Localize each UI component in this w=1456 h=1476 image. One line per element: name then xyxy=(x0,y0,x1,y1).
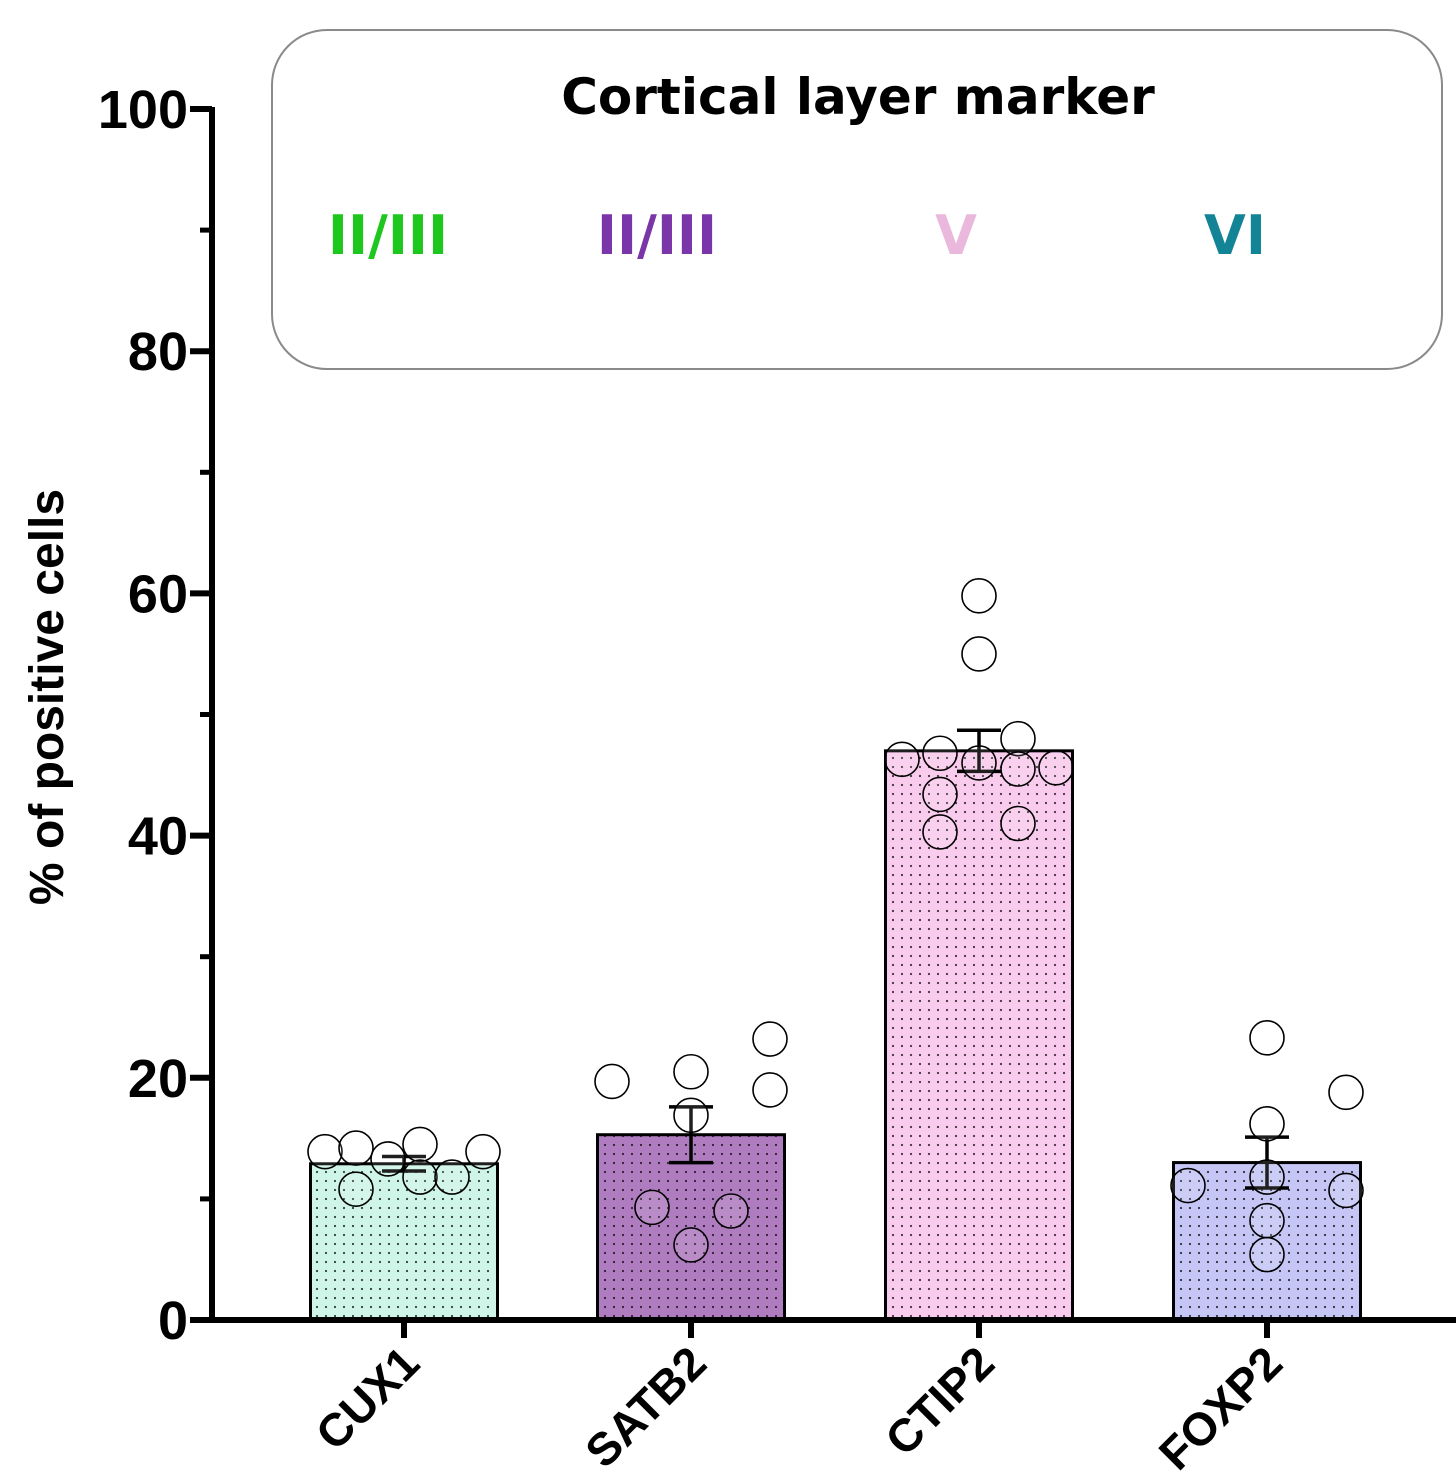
legend-entry-1: II/III xyxy=(328,204,448,267)
legend: Cortical layer marker II/III II/III V VI xyxy=(271,29,1443,370)
bars-group xyxy=(309,749,1362,1322)
data-point xyxy=(961,578,997,614)
data-point xyxy=(434,1159,470,1195)
data-point xyxy=(307,1133,343,1170)
y-tick-label: 20 xyxy=(128,1049,188,1109)
bar-pattern-ctip2 xyxy=(884,749,1074,1322)
data-point xyxy=(1328,1074,1364,1111)
data-point xyxy=(673,1097,709,1134)
data-point xyxy=(1000,805,1036,842)
data-point xyxy=(673,1227,709,1263)
data-point xyxy=(752,1072,788,1108)
y-axis-label: % of positive cells xyxy=(21,489,74,905)
data-point xyxy=(1249,1159,1285,1195)
data-point xyxy=(1000,720,1036,757)
data-point xyxy=(1038,749,1074,786)
data-point xyxy=(961,636,997,672)
x-tick-label-cux1: CUX1 xyxy=(306,1336,430,1460)
data-point xyxy=(1000,751,1036,787)
data-point xyxy=(465,1133,501,1170)
y-tick-label: 60 xyxy=(128,564,188,624)
data-point xyxy=(370,1141,406,1177)
x-tick-label-satb2: SATB2 xyxy=(575,1336,716,1476)
data-point xyxy=(338,1171,374,1208)
y-tick-label: 40 xyxy=(128,807,188,867)
data-point xyxy=(1328,1172,1364,1209)
data-point xyxy=(402,1126,438,1163)
data-point xyxy=(884,741,920,778)
data-point xyxy=(713,1193,749,1229)
x-tick-label-foxp2: FOXP2 xyxy=(1149,1336,1292,1476)
data-point xyxy=(1249,1202,1285,1239)
data-point xyxy=(922,735,958,772)
legend-title: Cortical layer marker xyxy=(561,68,1155,126)
points-group xyxy=(307,578,1364,1273)
error-bar-foxp2 xyxy=(1245,1135,1289,1190)
data-point xyxy=(1249,1020,1285,1056)
data-point xyxy=(752,1021,788,1057)
data-point xyxy=(1170,1167,1206,1204)
y-tick-label: 100 xyxy=(98,80,188,140)
legend-entry-3: V xyxy=(935,204,977,267)
data-point xyxy=(673,1053,709,1090)
y-tick-label: 80 xyxy=(128,322,188,382)
data-point xyxy=(922,814,958,850)
data-point xyxy=(594,1063,630,1100)
data-point xyxy=(961,745,997,781)
data-point xyxy=(634,1189,670,1226)
legend-entry-4: VI xyxy=(1204,204,1266,267)
data-point xyxy=(1249,1106,1285,1142)
legend-entry-2: II/III xyxy=(597,204,717,267)
y-tick-label: 0 xyxy=(158,1291,188,1351)
x-tick-label-ctip2: CTIP2 xyxy=(875,1336,1004,1465)
error-bars-group xyxy=(382,728,1289,1190)
data-point xyxy=(1249,1236,1285,1273)
data-point xyxy=(922,776,958,813)
legend-box xyxy=(271,29,1443,370)
data-point xyxy=(402,1159,438,1195)
data-point xyxy=(338,1130,374,1166)
